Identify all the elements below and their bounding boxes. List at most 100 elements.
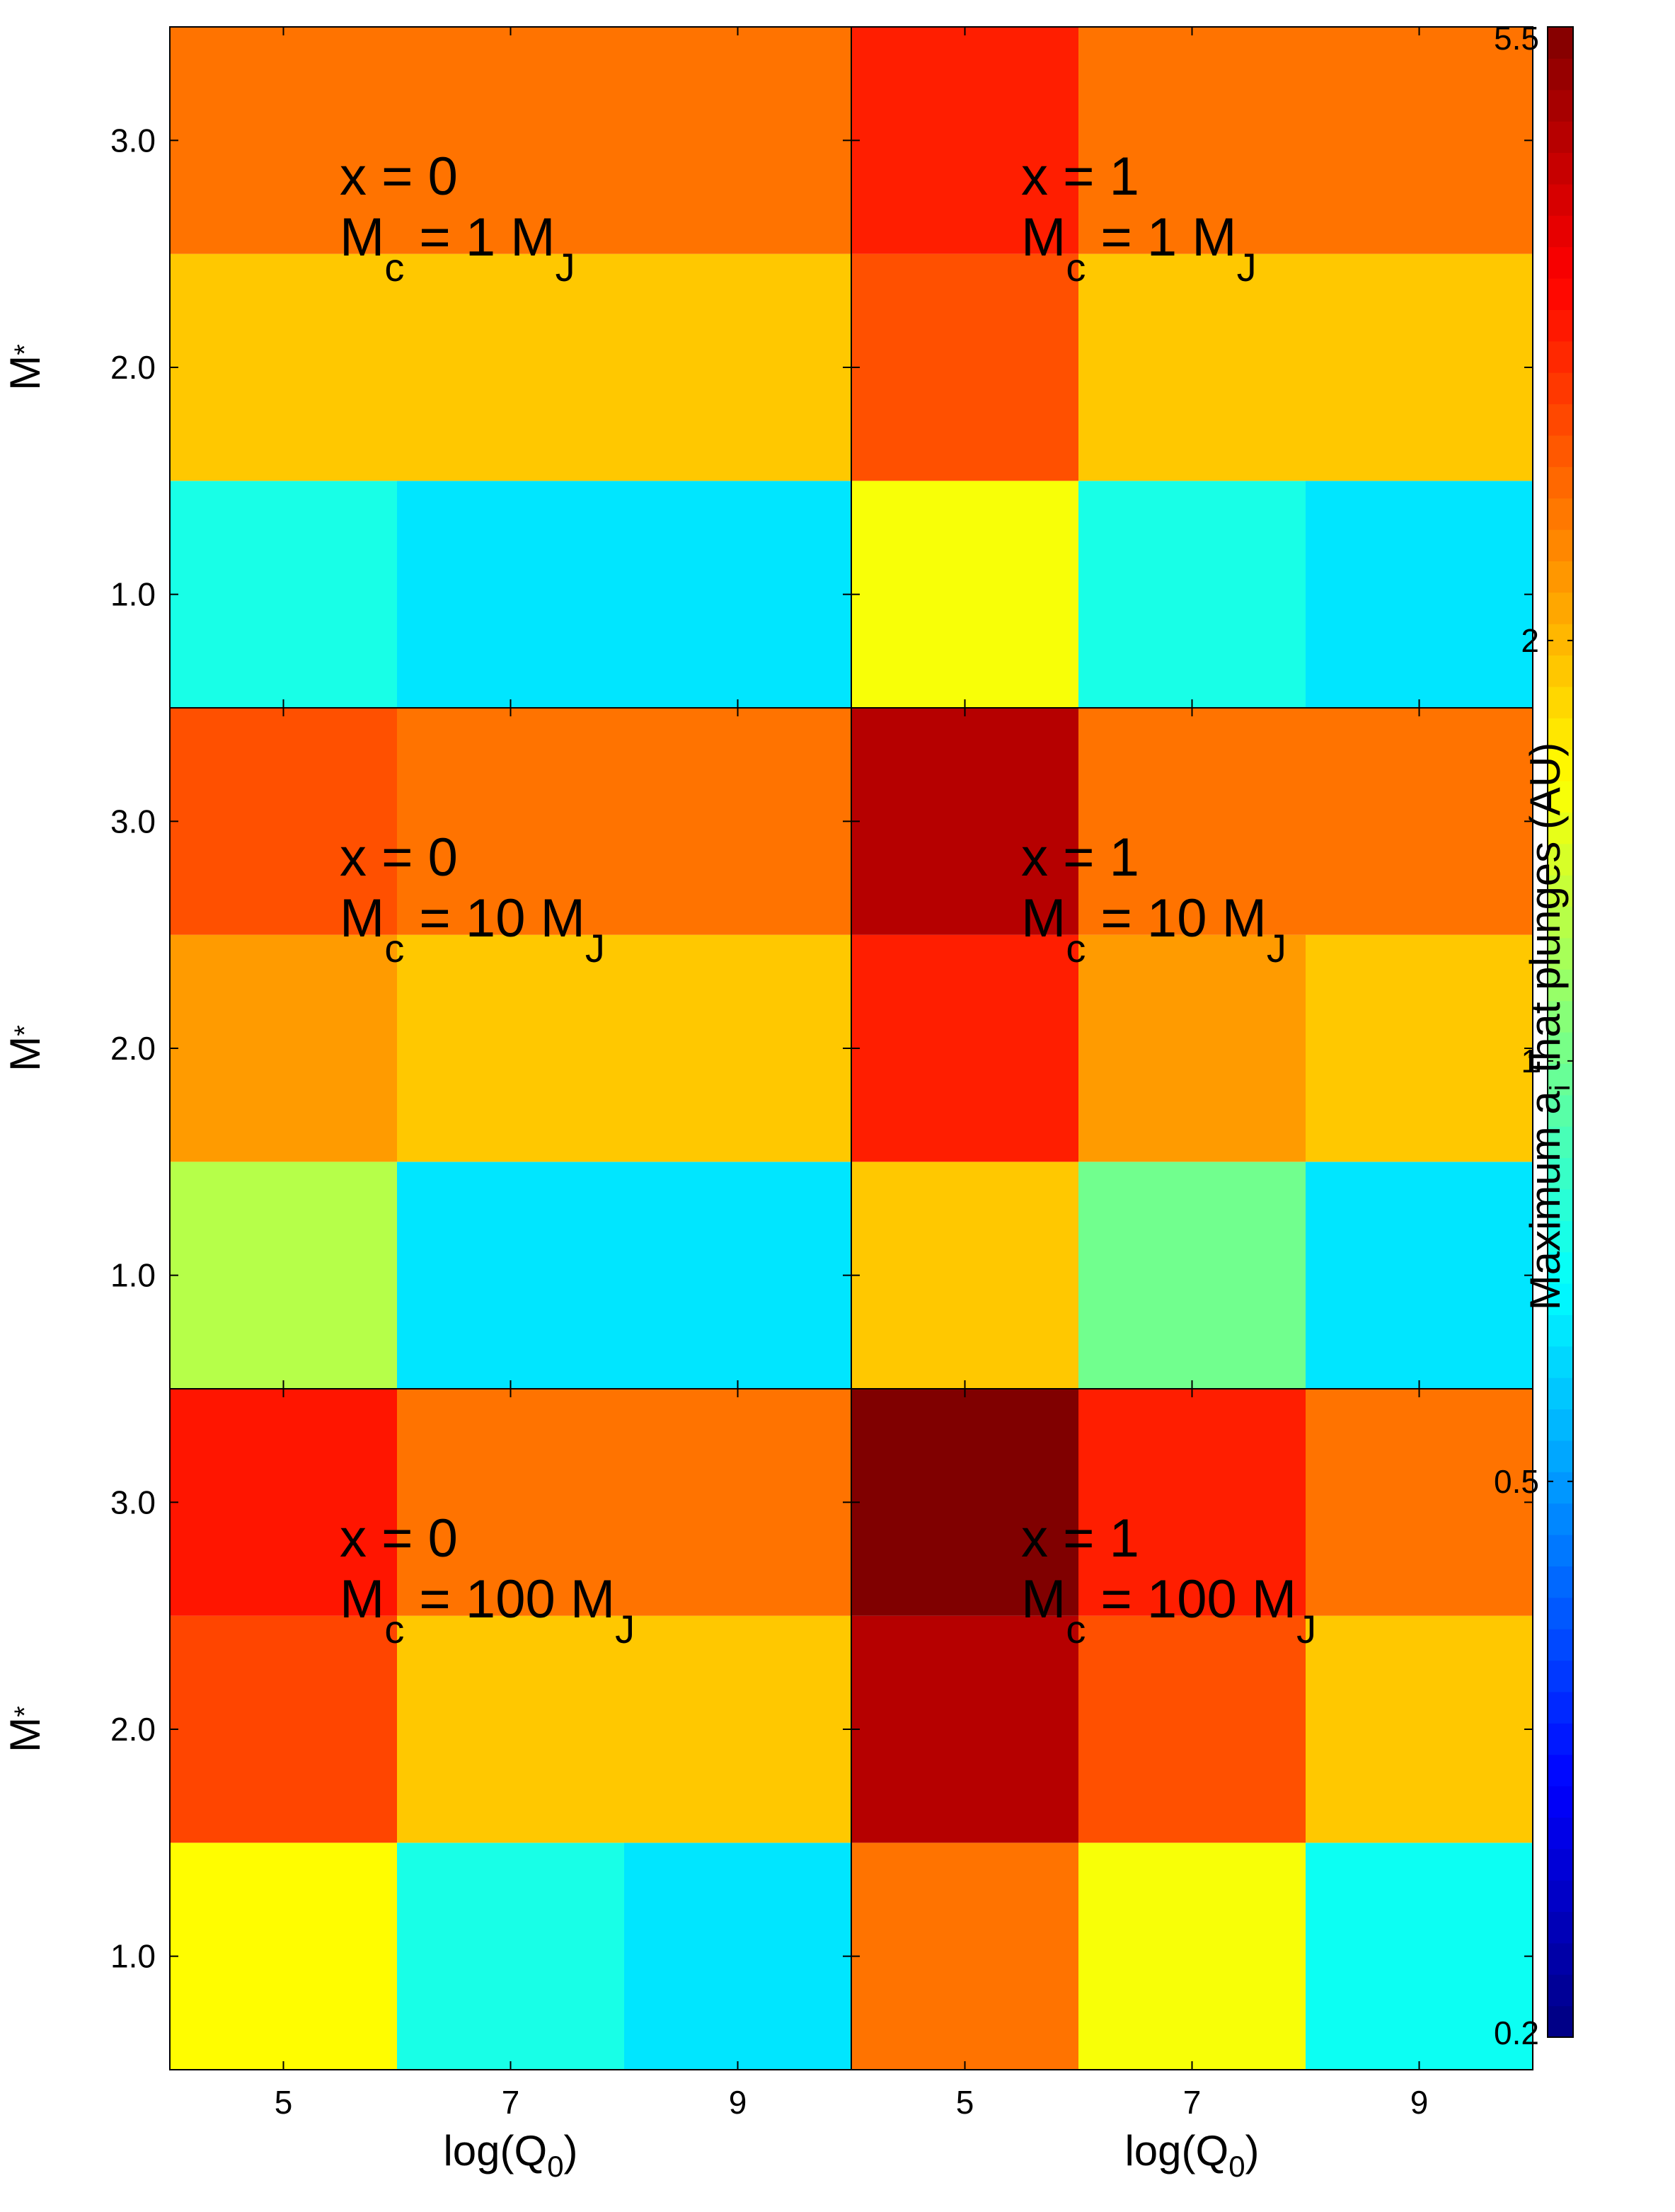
colorbar-segment xyxy=(1548,1629,1573,1661)
heatmap-cell xyxy=(851,481,1078,708)
colorbar-segment xyxy=(1548,1660,1573,1692)
colorbar-segment xyxy=(1548,1848,1573,1881)
colorbar-tick-label: 5.5 xyxy=(1494,20,1539,57)
y-axis-label: M* xyxy=(1,1025,49,1072)
colorbar-segment xyxy=(1548,340,1573,373)
heatmap-cell xyxy=(1078,27,1306,254)
panel-r2-c2: x = 1Mc = 10 MJ xyxy=(851,707,1533,1389)
colorbar-segment xyxy=(1548,781,1573,813)
annotation-x: x = 0 xyxy=(340,1508,458,1569)
colorbar-segment xyxy=(1548,372,1573,405)
x-axis-label: log(Q0) xyxy=(443,2127,577,2183)
panel-r3-c1: 5 7 9 1.0 2.0 3.0 M* log(Q0) x = 0Mc = 100 MJ xyxy=(1,1388,852,2183)
colorbar-segment xyxy=(1548,749,1573,781)
heatmap-cell xyxy=(397,1389,624,1616)
colorbar-segment xyxy=(1548,529,1573,561)
colorbar-segment xyxy=(1548,215,1573,248)
colorbar-segment xyxy=(1548,1409,1573,1441)
colorbar-segment xyxy=(1548,1754,1573,1787)
colorbar-segment xyxy=(1548,403,1573,436)
colorbar-segment xyxy=(1548,624,1573,656)
x-axis-label: log(Q0) xyxy=(1124,2127,1259,2183)
colorbar-segment xyxy=(1548,121,1573,154)
y-tick-label: 1.0 xyxy=(110,1938,156,1975)
panel-r1-c2: x = 1Mc = 1 MJ xyxy=(851,26,1533,709)
heatmap-cell xyxy=(170,1615,397,1843)
annotation-x: x = 1 xyxy=(1021,147,1139,207)
colorbar-segment xyxy=(1548,152,1573,185)
colorbar-segment xyxy=(1548,1817,1573,1850)
colorbar-segment xyxy=(1548,1786,1573,1818)
colorbar-tick-label: 0.5 xyxy=(1494,1463,1539,1500)
colorbar-tick-label: 1 xyxy=(1521,1043,1539,1079)
annotation-mc: Mc = 10 MJ xyxy=(1021,888,1287,970)
annotation-mc: Mc = 1 MJ xyxy=(1021,207,1257,290)
colorbar-segment xyxy=(1548,1880,1573,1913)
colorbar-label: Maximum ai that plunges (AU) xyxy=(1521,743,1576,1311)
annotation-mc: Mc = 100 MJ xyxy=(340,1569,635,1651)
colorbar-segment xyxy=(1548,1314,1573,1347)
colorbar-segment xyxy=(1548,498,1573,530)
colorbar-segment xyxy=(1548,718,1573,750)
heatmap-cell xyxy=(1306,481,1533,708)
heatmap-cell xyxy=(397,1615,624,1843)
heatmap-cell xyxy=(851,934,1078,1162)
colorbar-segment xyxy=(1548,1503,1573,1535)
colorbar-segment xyxy=(1548,183,1573,216)
colorbar-segment xyxy=(1548,1188,1573,1221)
heatmap-cell xyxy=(397,934,624,1162)
colorbar-segment xyxy=(1548,466,1573,499)
colorbar-segment xyxy=(1548,58,1573,91)
colorbar-segment xyxy=(1548,561,1573,593)
y-tick-label: 1.0 xyxy=(110,1257,156,1294)
heatmap-cell xyxy=(624,27,851,254)
colorbar-segment xyxy=(1548,89,1573,122)
y-tick-label: 3.0 xyxy=(110,122,156,159)
heatmap-cell xyxy=(1306,1162,1533,1389)
heatmap-cell xyxy=(1306,934,1533,1162)
colorbar-segment xyxy=(1548,435,1573,467)
colorbar-segment xyxy=(1548,2005,1573,2038)
colorbar-segment xyxy=(1548,1911,1573,1944)
heatmap-cell xyxy=(624,708,851,935)
colorbar-segment xyxy=(1548,875,1573,907)
panel-r2-c1: 1.0 2.0 3.0 M* x = 0Mc = 10 MJ xyxy=(1,707,852,1389)
heatmap-cell xyxy=(624,481,851,708)
heatmap-cell xyxy=(1306,708,1533,935)
colorbar-segment xyxy=(1548,1440,1573,1472)
colorbar-segment xyxy=(1548,1126,1573,1159)
colorbar-segment xyxy=(1548,1566,1573,1598)
panel-r3-c2: 5 7 9 log(Q0) x = 1Mc = 100 MJ xyxy=(851,1388,1533,2183)
heatmap-cell xyxy=(1078,481,1306,708)
colorbar-segment xyxy=(1548,1691,1573,1724)
heatmap-cell xyxy=(1306,27,1533,254)
x-tick-label: 5 xyxy=(275,2084,293,2121)
x-tick-label: 5 xyxy=(956,2084,974,2121)
heatmap-cell xyxy=(1078,708,1306,935)
heatmap-cell xyxy=(1078,934,1306,1162)
heatmap-cell xyxy=(624,1615,851,1843)
heatmap-cell xyxy=(1078,1389,1306,1616)
heatmap-cell xyxy=(170,481,397,708)
heatmap-cell xyxy=(624,1389,851,1616)
colorbar-segment xyxy=(1548,1157,1573,1190)
colorbar-tick-label: 2 xyxy=(1521,622,1539,659)
colorbar-segment xyxy=(1548,969,1573,1002)
heatmap-cell xyxy=(624,1162,851,1389)
annotation-mc: Mc = 100 MJ xyxy=(1021,1569,1316,1651)
heatmap-cell xyxy=(397,27,624,254)
heatmap-cell xyxy=(397,708,624,935)
heatmap-cell xyxy=(851,708,1078,935)
colorbar-segment xyxy=(1548,1063,1573,1096)
colorbar-segment xyxy=(1548,1472,1573,1504)
colorbar-frame xyxy=(1547,26,1574,2038)
panel-r1-c1: 1.0 2.0 3.0 M* x = 0Mc = 1 MJ xyxy=(1,26,852,709)
heatmap-cell xyxy=(851,27,1078,254)
y-tick-label: 3.0 xyxy=(110,1484,156,1520)
colorbar-tick-label: 0.2 xyxy=(1494,2015,1539,2051)
heatmap-cell xyxy=(170,708,397,935)
heatmap-cell xyxy=(851,1162,1078,1389)
colorbar-segment xyxy=(1548,1032,1573,1064)
colorbar-segment xyxy=(1548,1094,1573,1127)
